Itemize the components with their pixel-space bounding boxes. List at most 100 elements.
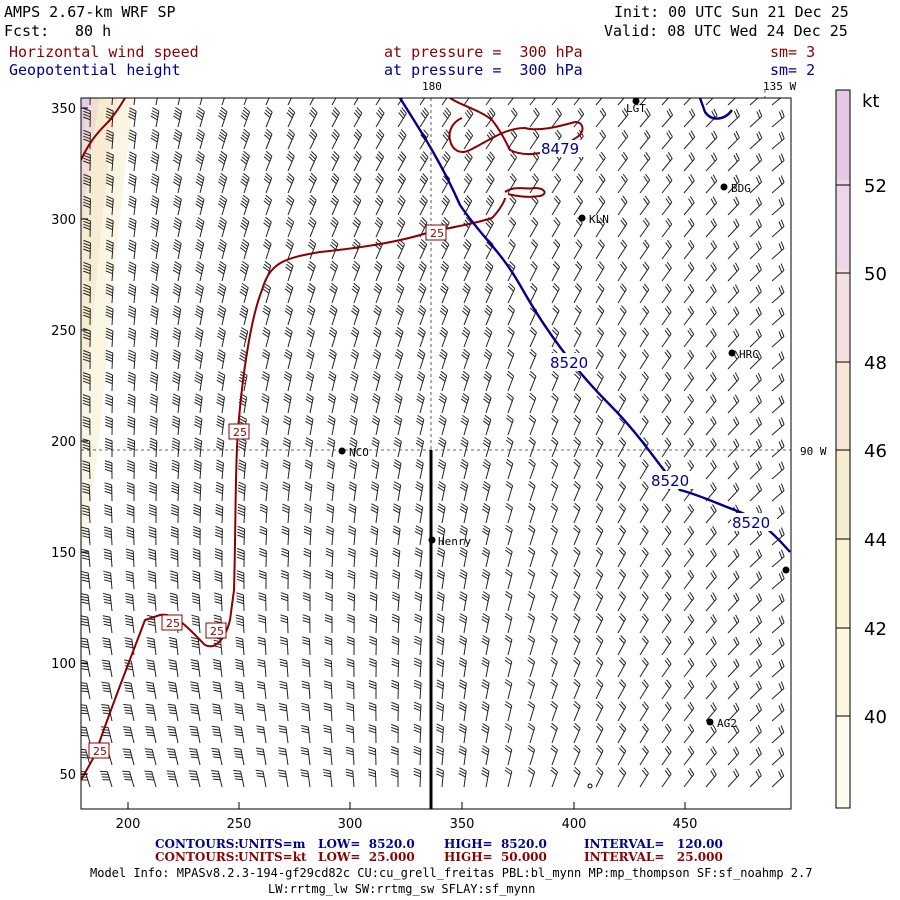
- wind-barb: [727, 658, 740, 678]
- wind-barb: [573, 678, 581, 700]
- wind-barb: [286, 128, 295, 150]
- wind-barb: [550, 744, 558, 766]
- wind-barb: [683, 240, 695, 260]
- wind-barb: [727, 702, 740, 722]
- wind-barb: [235, 636, 245, 656]
- wind-barb: [217, 260, 227, 282]
- wind-barb: [149, 393, 158, 414]
- wind-barb: [573, 261, 583, 282]
- wind-barb: [771, 263, 785, 282]
- wind-barb: [705, 702, 717, 722]
- model-title: AMPS 2.67-km WRF SP: [4, 3, 176, 21]
- wind-barb: [415, 437, 425, 458]
- colorbar-unit: kt: [862, 91, 879, 112]
- wind-barb: [281, 547, 290, 568]
- wind-barb: [705, 592, 717, 612]
- wind-barb: [481, 569, 490, 590]
- wind-barb: [527, 678, 536, 700]
- svg-text:KLN: KLN: [589, 213, 609, 226]
- wind-barb: [595, 239, 605, 260]
- wind-barb: [368, 768, 377, 788]
- contour2-low: LOW= 25.000: [318, 850, 415, 864]
- wind-barb: [573, 195, 584, 216]
- wind-barb: [300, 769, 311, 788]
- y-tick-label: 50: [59, 768, 76, 783]
- wind-barb: [278, 725, 289, 744]
- wind-barb: [170, 570, 179, 590]
- wind-barb: [639, 723, 649, 744]
- colorbar-label: 46: [864, 441, 887, 462]
- wind-barb: [301, 702, 311, 722]
- wind-barb: [661, 525, 672, 546]
- wind-barb: [172, 239, 182, 260]
- wind-barb: [81, 682, 91, 700]
- wind-barb: [550, 568, 558, 590]
- wind-barb: [238, 393, 248, 414]
- wind-barb: [371, 459, 380, 480]
- wind-barb: [103, 548, 113, 568]
- wind-barb: [216, 393, 225, 414]
- wind-barb: [617, 239, 628, 260]
- wind-barb: [683, 261, 695, 282]
- wind-barb: [195, 217, 205, 238]
- wind-barb: [416, 414, 425, 436]
- wind-barb: [329, 282, 338, 304]
- wind-barb: [352, 238, 361, 260]
- wind-barb: [749, 438, 762, 458]
- contour2-high: HIGH= 50.000: [444, 850, 547, 864]
- wind-barb: [211, 725, 223, 744]
- wind-barb: [749, 549, 763, 568]
- wind-barb: [374, 195, 384, 216]
- wind-barb: [661, 657, 672, 678]
- wind-barb: [595, 613, 604, 634]
- wind-barb: [240, 128, 250, 150]
- wind-barb: [705, 240, 717, 260]
- wind-barb: [749, 460, 762, 480]
- wind-barb: [617, 217, 628, 238]
- wind-barb: [661, 767, 672, 788]
- wind-barb: [504, 767, 513, 788]
- wind-barb: [461, 326, 471, 348]
- wind-barb: [460, 414, 469, 436]
- wind-barb: [683, 591, 695, 612]
- wind-barb: [459, 525, 468, 546]
- wind-barb: [150, 283, 159, 304]
- wind-barb: [683, 701, 695, 722]
- wind-barb: [661, 152, 673, 172]
- colorbar-band: [836, 269, 850, 360]
- wind-barb: [262, 326, 271, 348]
- wind-barb: [705, 262, 717, 282]
- wind-barb: [217, 238, 227, 260]
- wind-barb: [300, 747, 311, 766]
- wind-barb: [190, 636, 201, 656]
- wind-barb: [617, 349, 627, 370]
- wind-barb: [306, 304, 316, 326]
- height-label: 8479: [541, 140, 579, 158]
- wind-barb: [279, 658, 289, 678]
- wind-barb: [705, 658, 717, 678]
- wind-barb: [527, 744, 536, 766]
- field2-name: Geopotential height: [9, 61, 181, 79]
- wind-barb: [551, 239, 561, 260]
- wind-barb: [573, 371, 582, 392]
- wind-barb: [661, 437, 672, 458]
- colorbar-band: [836, 179, 850, 270]
- wind-barb: [125, 592, 135, 612]
- wind-barb: [771, 285, 785, 304]
- wind-barb: [527, 612, 536, 634]
- wind-barb: [413, 723, 422, 744]
- wind-barb: [595, 591, 604, 612]
- wind-barb: [103, 570, 113, 590]
- wind-barb: [372, 348, 382, 370]
- wind-barb: [771, 571, 785, 590]
- wind-barb: [483, 370, 492, 392]
- wind-barb: [550, 722, 558, 744]
- wind-barb: [172, 371, 181, 392]
- wind-barb: [124, 615, 135, 634]
- y-tick-label: 250: [51, 324, 76, 339]
- wind-barb: [104, 504, 113, 524]
- wind-barb: [683, 305, 695, 326]
- wind-barb: [528, 414, 537, 436]
- wind-barb: [749, 768, 762, 788]
- wind-barb: [507, 217, 517, 238]
